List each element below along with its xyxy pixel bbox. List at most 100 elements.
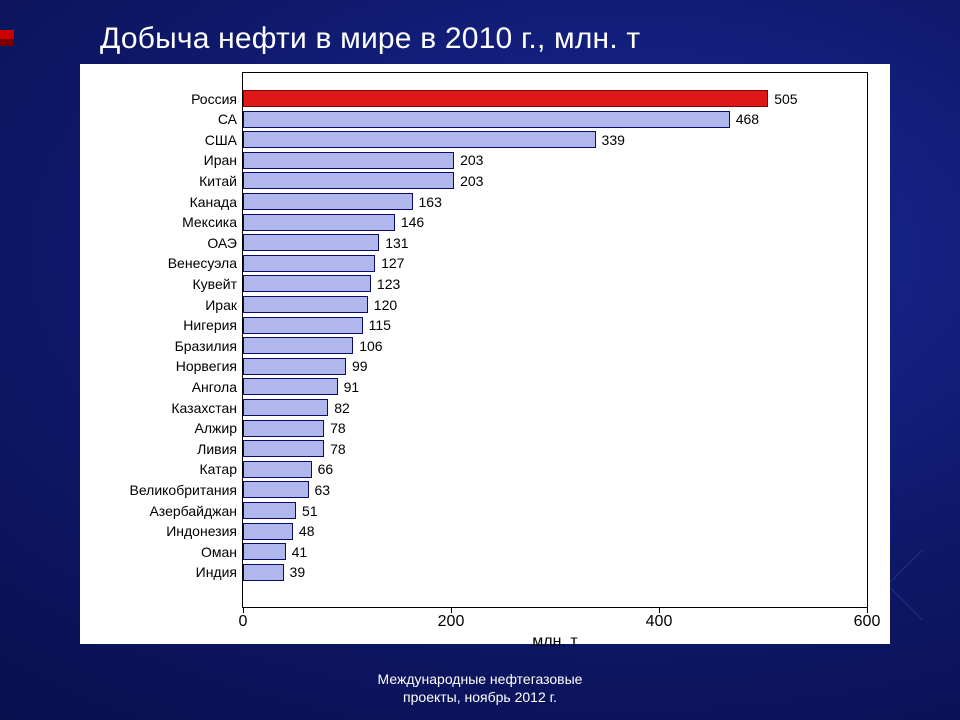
category-label: США [205,132,243,148]
bar-value-label: 115 [369,317,391,333]
bar-value-label: 91 [344,379,360,395]
bar-row: Индонезия48 [243,523,867,540]
category-label: Азербайджан [149,503,243,519]
bar-value-label: 99 [352,358,368,374]
bar [243,193,413,210]
bar [243,131,596,148]
bar [243,461,312,478]
bar-row: Венесуэла127 [243,255,867,272]
bar-value-label: 63 [315,482,331,498]
bar-value-label: 163 [419,194,442,210]
bar-value-label: 41 [292,544,308,560]
bar-row: Нигерия115 [243,317,867,334]
category-label: Казахстан [171,400,243,416]
bar-row: Норвегия99 [243,358,867,375]
bar-value-label: 203 [460,173,483,189]
bar [243,358,346,375]
bar-row: Китай203 [243,172,867,189]
bar-value-label: 82 [334,400,350,416]
bar-row: Алжир78 [243,420,867,437]
bar [243,502,296,519]
bar [243,234,379,251]
bar-value-label: 131 [385,235,408,251]
bar [243,543,286,560]
category-label: СА [218,111,243,127]
category-label: Венесуэла [168,255,243,271]
category-label: Бразилия [175,338,243,354]
bar-row: Катар66 [243,461,867,478]
category-label: Иран [204,152,243,168]
bar-value-label: 48 [299,523,315,539]
bar [243,378,338,395]
bar [243,481,309,498]
x-tick-label: 600 [854,607,881,631]
bar-value-label: 468 [736,111,759,127]
bar-value-label: 146 [401,214,424,230]
bar [243,275,371,292]
category-label: Оман [201,544,243,560]
bar [243,90,768,107]
bar-row: Индия39 [243,564,867,581]
category-label: Индия [196,564,243,580]
bar-row: Иран203 [243,152,867,169]
bar-row: Бразилия106 [243,337,867,354]
bar-row: Россия505 [243,90,867,107]
x-tick-label: 200 [438,607,465,631]
bar [243,152,454,169]
footer-line-1: Международные нефтегазовые [0,671,960,689]
bar [243,111,730,128]
bar-value-label: 127 [381,255,404,271]
bar-row: СА468 [243,111,867,128]
bar-row: Великобритания63 [243,481,867,498]
category-label: Ливия [197,441,243,457]
bar-value-label: 106 [359,338,382,354]
bar-value-label: 39 [290,564,306,580]
bar [243,255,375,272]
category-label: Норвегия [176,358,243,374]
category-label: Кувейт [193,276,243,292]
bar-value-label: 78 [330,441,346,457]
bar [243,317,363,334]
bar-row: Ирак120 [243,296,867,313]
bar-row: Ангола91 [243,378,867,395]
category-label: Мексика [182,214,243,230]
bar-row: Азербайджан51 [243,502,867,519]
category-label: Алжир [195,420,243,436]
bar-row: Казахстан82 [243,399,867,416]
bar-value-label: 66 [318,461,334,477]
slide-ribbon-icon [0,30,14,46]
category-label: Канада [190,194,243,210]
bar-value-label: 51 [302,503,318,519]
category-label: Ангола [192,379,243,395]
bar-row: Мексика146 [243,214,867,231]
category-label: Ирак [205,297,243,313]
category-label: ОАЭ [207,235,243,251]
bar-row: Кувейт123 [243,275,867,292]
bar-row: Ливия78 [243,440,867,457]
bar-value-label: 78 [330,420,346,436]
bar-row: ОАЭ131 [243,234,867,251]
bar-value-label: 203 [460,152,483,168]
footer-line-2: проекты, ноябрь 2012 г. [0,689,960,707]
category-label: Катар [200,461,243,477]
category-label: Россия [191,91,243,107]
x-axis-label: млн. т [532,633,577,651]
bar [243,564,284,581]
bar [243,214,395,231]
x-tick-label: 400 [646,607,673,631]
bar [243,296,368,313]
bar [243,399,328,416]
bar-value-label: 505 [774,91,797,107]
bar [243,172,454,189]
slide-title: Добыча нефти в мире в 2010 г., млн. т [100,22,640,56]
bar-row: США339 [243,131,867,148]
category-label: Нигерия [183,317,243,333]
category-label: Китай [199,173,243,189]
category-label: Великобритания [129,482,243,498]
category-label: Индонезия [166,523,243,539]
bar-value-label: 123 [377,276,400,292]
bar-row: Оман41 [243,543,867,560]
corner-accent-icon [890,550,960,620]
bar-value-label: 120 [374,297,397,313]
bar-value-label: 339 [602,132,625,148]
